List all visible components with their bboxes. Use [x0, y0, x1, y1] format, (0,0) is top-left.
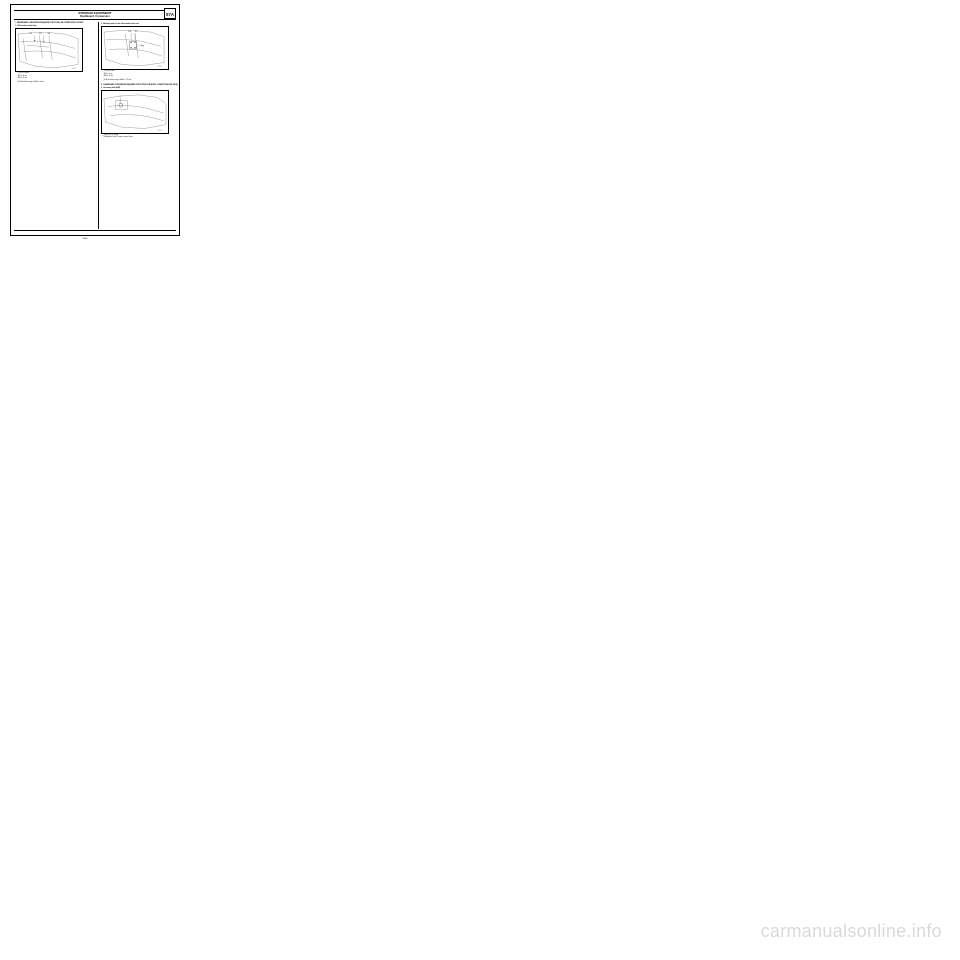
right-column: 2 - Mounting holes for the offset audio … — [101, 22, 179, 138]
svg-text:K5: K5 — [135, 31, 137, 33]
rule-bot — [14, 19, 176, 20]
left-column: I - DASHBOARD CONVERSION REQUIRED FOR FI… — [15, 22, 93, 83]
column-divider — [98, 22, 99, 229]
rule-bottom — [14, 230, 176, 231]
svg-text:K4: K4 — [129, 31, 132, 33]
watermark: carmanualsonline.info — [761, 921, 942, 942]
drill-note-2: ❏ Drill the holes using a drill bit ∅ 7.… — [101, 80, 179, 81]
svg-text:K3: K3 — [48, 33, 50, 35]
subsection-2: 2 - Mounting holes for the offset audio … — [101, 24, 179, 25]
meas-k3: - (K3) = 22 mm — [17, 78, 93, 80]
svg-text:116291: 116291 — [158, 130, 162, 132]
manual-page: INTERIOR EQUIPMENT Dashboard: Conversion… — [10, 4, 180, 236]
figure-3: 7 116291 — [101, 90, 169, 134]
svg-text:116286: 116286 — [158, 66, 162, 68]
figure-1: K1 K2 K3 116285 — [15, 28, 83, 72]
svg-text:7: 7 — [119, 96, 120, 98]
section-1-title: I - DASHBOARD CONVERSION REQUIRED FOR FI… — [15, 22, 93, 24]
figure-2: K4 K5 K6 116286 — [101, 26, 169, 70]
subsection-1: 1 - Offset audio socket holes — [15, 26, 93, 27]
enlarge-note: ❏ Enlarge the hole (7) using a conical c… — [101, 137, 179, 138]
svg-text:116285: 116285 — [72, 68, 76, 70]
meas-k6: - (K6) = 47 mm — [103, 76, 179, 78]
svg-text:K1: K1 — [30, 33, 32, 35]
drill-note-1: ❏ Drill the holes using a drill bit ∅ 6 … — [15, 82, 93, 83]
subsection-3: 1 - Unit wiring hole (ACB) — [101, 88, 179, 89]
page-subtitle: Dashboard: Conversion — [11, 15, 179, 18]
section-2-title: II - DASHBOARD CONVERSION REQUIRED FOR F… — [101, 84, 179, 86]
measurements-2: ❏ - (K4) = 6 mm - (K5) = 7 mm - (K6) = 4… — [101, 71, 179, 79]
meas-hole-7: ❏ Hole (7) = ∅ 20 mm — [101, 135, 179, 136]
page-number: 57A-4 — [0, 238, 170, 240]
svg-text:K2: K2 — [39, 33, 41, 35]
section-code: 57A — [164, 8, 176, 19]
svg-text:K6: K6 — [141, 45, 143, 47]
measurements-1: ❏ - (K1) = 20 mm - (K2) = 10 mm - (K3) =… — [15, 73, 93, 81]
